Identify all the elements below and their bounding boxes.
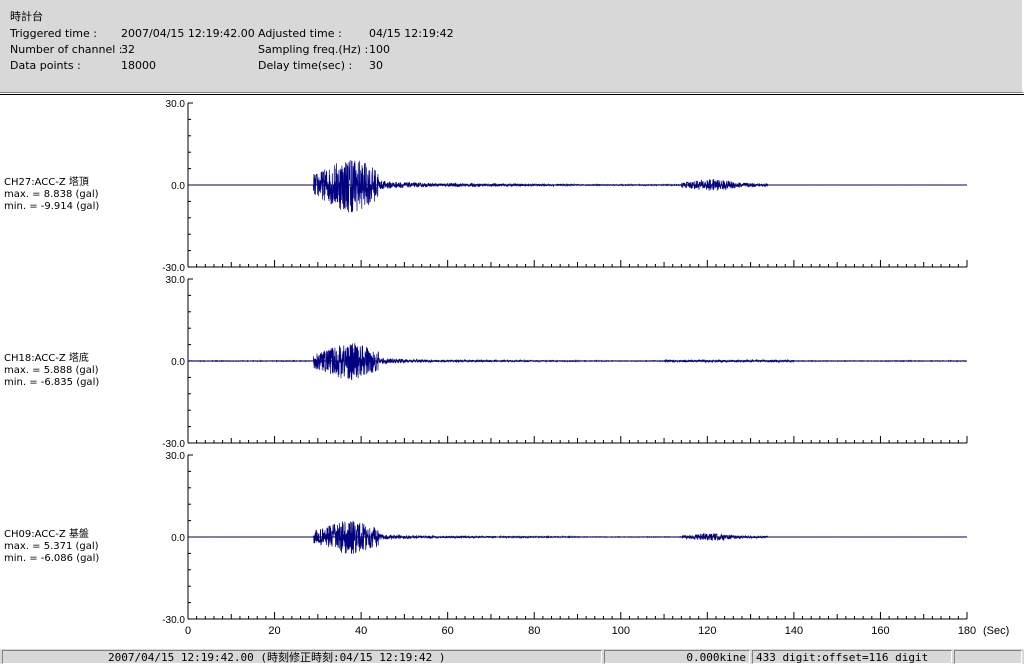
- x-tick-label: 120: [698, 625, 716, 637]
- status-digit: 433 digit:offset=116 digit: [752, 650, 952, 664]
- channel-min: min. = -6.835 (gal): [4, 377, 100, 388]
- y-tick-label: 30.0: [166, 99, 186, 110]
- sampling-freq-value: 100: [369, 43, 390, 56]
- waveform-trace: [187, 520, 967, 554]
- delay-time-value: 30: [369, 59, 383, 72]
- channel-count-value: 32: [121, 43, 135, 56]
- x-tick-label: 140: [785, 625, 803, 637]
- adjusted-time-value: 04/15 12:19:42: [369, 27, 454, 40]
- sampling-freq-label: Sampling freq.(Hz) :: [258, 43, 369, 56]
- x-unit-label: (Sec): [983, 625, 1009, 637]
- x-tick-label: 80: [528, 625, 540, 637]
- status-extra: [954, 650, 1022, 664]
- y-tick-label: 30.0: [166, 275, 186, 286]
- channel-min: min. = -9.914 (gal): [4, 201, 100, 212]
- channel-name: CH18:ACC-Z 塔底: [4, 353, 89, 364]
- channel-1-labels: CH27:ACC-Z 塔頂 max. = 8.838 (gal) min. = …: [4, 177, 99, 213]
- x-tick-label: 0: [185, 625, 191, 637]
- data-points-label: Data points :: [10, 59, 81, 72]
- status-time: 2007/04/15 12:19:42.00 (時刻修正時刻:04/15 12:…: [2, 650, 602, 664]
- station-title: 時計台: [10, 10, 43, 23]
- y-tick-label: -30.0: [162, 439, 185, 450]
- waveform-trace: [187, 343, 968, 380]
- adjusted-time-label: Adjusted time :: [258, 27, 342, 40]
- data-points-value: 18000: [121, 59, 156, 72]
- record-info-panel: 時計台 Triggered time : 2007/04/15 12:19:42…: [0, 0, 1024, 93]
- x-tick-label: 160: [871, 625, 889, 637]
- status-bar: 2007/04/15 12:19:42.00 (時刻修正時刻:04/15 12:…: [0, 648, 1024, 664]
- y-tick-label: 0.0: [171, 533, 185, 544]
- x-tick-label: 100: [612, 625, 630, 637]
- y-tick-label: -30.0: [162, 615, 185, 626]
- y-tick-label: 0.0: [171, 357, 185, 368]
- channel-count-label: Number of channel :: [10, 43, 123, 56]
- channel-max: max. = 5.371 (gal): [4, 541, 99, 552]
- channel-2-labels: CH18:ACC-Z 塔底 max. = 5.888 (gal) min. = …: [4, 353, 99, 389]
- y-tick-label: 30.0: [166, 451, 186, 462]
- channel-max: max. = 5.888 (gal): [4, 365, 99, 376]
- waveform-chart[interactable]: 30.00.0-30.030.00.0-30.030.00.0-30.00 20 4…: [0, 95, 1024, 649]
- channel-name: CH27:ACC-Z 塔頂: [4, 177, 89, 188]
- triggered-time-value: 2007/04/15 12:19:42.00: [121, 27, 255, 40]
- delay-time-label: Delay time(sec) :: [258, 59, 353, 72]
- status-kine: 0.000kine: [604, 650, 750, 664]
- waveform-chart-area[interactable]: 30.0 0.0 -30.0 30.0 0.0 -30.0 30.0 0.0 -30.0 0 20 4…: [0, 94, 1024, 649]
- triggered-time-label: Triggered time :: [10, 27, 97, 40]
- y-tick-label: -30.0: [162, 263, 185, 274]
- x-tick-label: 180: [958, 625, 976, 637]
- channel-3-labels: CH09:ACC-Z 基盤 max. = 5.371 (gal) min. = …: [4, 529, 99, 565]
- x-tick-label: 40: [355, 625, 367, 637]
- channel-name: CH09:ACC-Z 基盤: [4, 529, 89, 540]
- x-tick-label: 20: [268, 625, 280, 637]
- y-tick-label: 0.0: [171, 181, 185, 192]
- channel-min: min. = -6.086 (gal): [4, 553, 100, 564]
- x-tick-label: 60: [442, 625, 454, 637]
- channel-max: max. = 8.838 (gal): [4, 189, 99, 200]
- waveform-trace: [188, 160, 967, 213]
